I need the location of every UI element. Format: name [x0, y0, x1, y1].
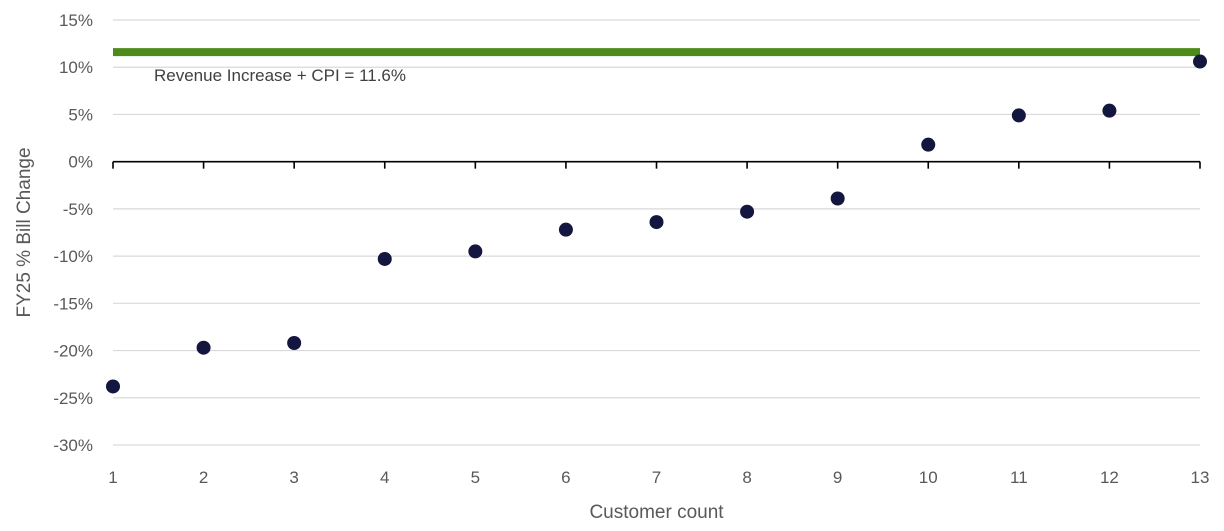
- y-tick-label: 0%: [68, 153, 93, 172]
- data-point: [921, 137, 936, 152]
- x-tick-label: 13: [1191, 468, 1210, 487]
- y-tick-label: 10%: [59, 58, 93, 77]
- y-tick-label: 15%: [59, 11, 93, 30]
- x-tick-label: 10: [919, 468, 938, 487]
- data-point: [468, 244, 483, 259]
- data-point: [649, 215, 664, 230]
- x-tick-label: 8: [742, 468, 751, 487]
- data-point: [830, 191, 845, 206]
- data-point: [287, 336, 302, 350]
- y-axis-title: FY25 % Bill Change: [14, 147, 35, 317]
- x-tick-label: 6: [561, 468, 570, 487]
- data-point: [106, 379, 120, 394]
- grid-lines: [113, 19, 1200, 446]
- x-tick-label: 4: [380, 468, 389, 487]
- y-tick-label: -10%: [53, 247, 93, 266]
- data-point: [1011, 108, 1026, 123]
- data-point: [1102, 103, 1117, 118]
- y-tick-label: -5%: [63, 200, 93, 219]
- x-tick-label: 7: [652, 468, 661, 487]
- data-point: [558, 222, 573, 237]
- data-point: [740, 204, 755, 219]
- x-tick-label: 1: [108, 468, 117, 487]
- x-tick-label: 3: [289, 468, 298, 487]
- data-point: [1193, 54, 1207, 69]
- x-axis: [112, 160, 1201, 169]
- x-tick-label: 12: [1100, 468, 1119, 487]
- x-tick-label: 5: [471, 468, 480, 487]
- x-tick-label: 11: [1010, 468, 1028, 487]
- data-point: [196, 340, 211, 355]
- reference-line-label: Revenue Increase + CPI = 11.6%: [154, 66, 406, 85]
- y-tick-label: -30%: [53, 436, 93, 455]
- data-point: [377, 251, 392, 266]
- x-tick-label: 9: [833, 468, 842, 487]
- x-axis-title: Customer count: [589, 502, 724, 523]
- y-tick-label: -25%: [53, 389, 93, 408]
- x-tick-labels: 1 2 3 4 5 6 7 8 9 10 11 12 13: [108, 468, 1209, 487]
- y-tick-labels: 15% 10% 5% 0% -5% -10% -15% -20% -25% -30%: [53, 11, 93, 455]
- y-tick-label: 5%: [68, 105, 93, 124]
- y-tick-label: -15%: [53, 294, 93, 313]
- data-points: [106, 54, 1207, 394]
- x-tick-label: 2: [199, 468, 208, 487]
- y-tick-label: -20%: [53, 342, 93, 361]
